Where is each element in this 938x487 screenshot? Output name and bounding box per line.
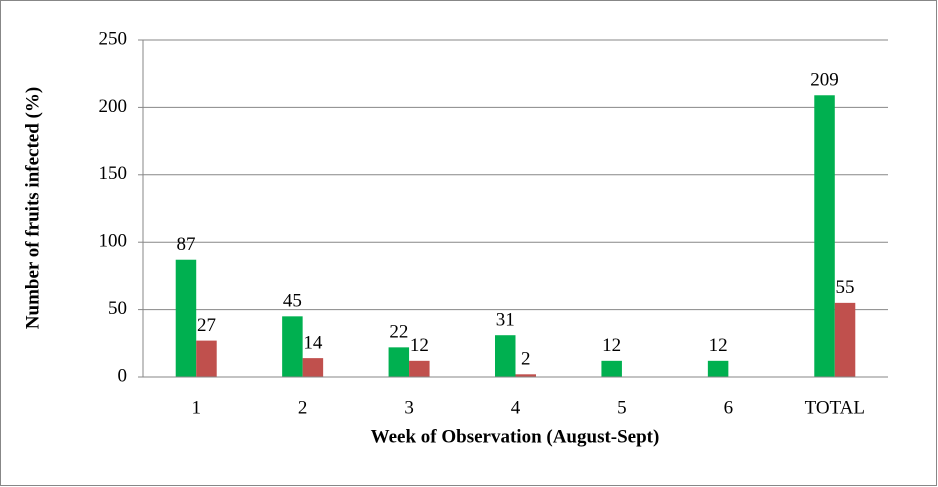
y-tick-label: 0 <box>118 365 128 386</box>
y-tick-label: 200 <box>99 96 128 117</box>
data-label: 12 <box>602 335 621 356</box>
data-label: 22 <box>389 322 408 343</box>
x-axis-title: Week of Observation (August-Sept) <box>371 426 660 447</box>
x-tick-label: 5 <box>617 397 627 418</box>
data-label: 2 <box>521 349 531 370</box>
data-label: 31 <box>496 310 515 331</box>
data-label: 12 <box>410 335 429 356</box>
x-tick-label: 6 <box>724 397 734 418</box>
x-tick-label: 4 <box>511 397 521 418</box>
y-tick-label: 50 <box>108 298 127 319</box>
x-tick-label: 3 <box>404 397 414 418</box>
bar <box>409 360 430 377</box>
data-label: 12 <box>709 335 728 356</box>
bar <box>282 316 303 377</box>
y-tick-label: 250 <box>99 28 128 49</box>
data-label: 87 <box>176 234 195 255</box>
y-axis-title: Number of fruits infected (%) <box>22 87 43 329</box>
bar <box>388 347 410 377</box>
data-label: 45 <box>283 291 302 312</box>
data-label: 27 <box>197 315 216 336</box>
bar <box>302 358 324 377</box>
bar <box>495 335 516 377</box>
data-label: 209 <box>810 70 839 91</box>
bar <box>814 95 835 377</box>
y-tick-label: 150 <box>99 163 128 184</box>
bar <box>707 360 729 377</box>
data-label: 14 <box>303 332 323 353</box>
data-label: 55 <box>836 277 855 298</box>
x-tick-label: 2 <box>298 397 308 418</box>
x-tick-label: TOTAL <box>805 397 865 418</box>
bar <box>601 360 622 377</box>
bar <box>834 302 856 377</box>
x-tick-label: 1 <box>191 397 201 418</box>
bar <box>175 259 197 377</box>
y-tick-label: 100 <box>99 231 128 252</box>
bar <box>515 374 536 377</box>
bar <box>196 340 217 377</box>
